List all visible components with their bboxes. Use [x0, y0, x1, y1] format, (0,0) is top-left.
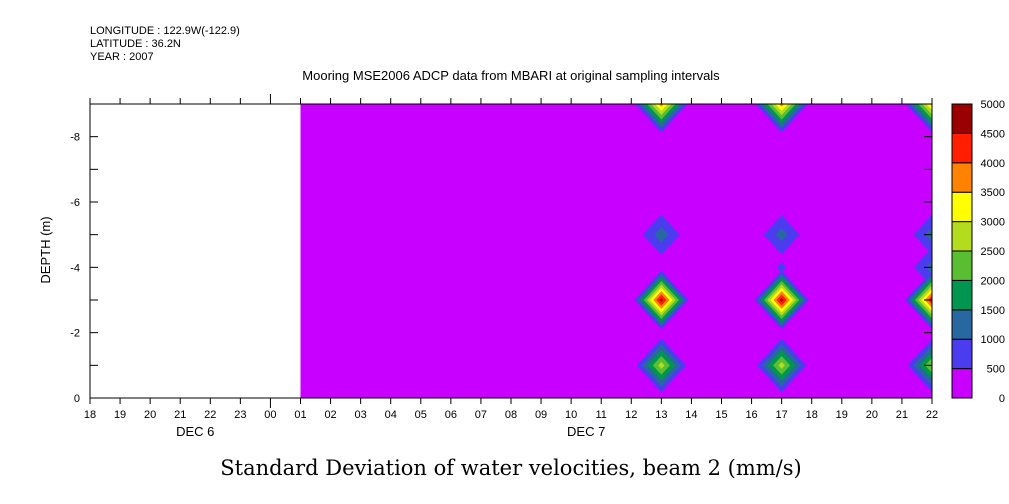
x-tick-label: 21 [896, 409, 908, 421]
x-tick-label: 19 [836, 409, 848, 421]
x-tick-label: 11 [596, 409, 607, 421]
contour-level [654, 227, 669, 243]
contour-level [775, 228, 788, 242]
x-tick-label: 07 [475, 409, 487, 421]
colorbar-label: 3000 [981, 217, 1005, 229]
x-tick-label: 16 [745, 409, 757, 421]
x-tick-label: 23 [234, 409, 246, 421]
y-axis-label: DEPTH (m) [38, 216, 53, 283]
x-tick-label: 22 [204, 409, 216, 421]
colorbar-label: 2000 [981, 275, 1005, 287]
colorbar: 0 500 1000 1500 2000 2500 3000 3500 4000 4500 5000 [951, 99, 1005, 405]
x-tick-label: 15 [715, 409, 727, 421]
contour-level [658, 361, 665, 369]
colorbar-label: 3500 [981, 187, 1005, 199]
contour-level [655, 104, 668, 111]
chart-title: Mooring MSE2006 ADCP data from MBARI at … [302, 68, 720, 83]
y-tick-label: -4 [70, 262, 80, 274]
contour-level [778, 361, 785, 369]
colorbar-swatch [951, 279, 973, 311]
x-tick-label: 04 [385, 409, 397, 421]
y-tick-label: 0 [74, 393, 80, 405]
x-tick-label: 20 [144, 409, 156, 421]
x-tick-label: 18 [84, 409, 96, 421]
colorbar-swatch [951, 221, 973, 252]
x-tick-label: 14 [685, 409, 697, 421]
colorbar-swatch [951, 132, 973, 164]
colorbar-label: 4500 [981, 128, 1005, 140]
x-tick-label: 20 [866, 409, 878, 421]
x-tick-label: 05 [415, 409, 427, 421]
x-tick-label: 17 [776, 409, 788, 421]
x-tick-label: 22 [926, 409, 938, 421]
contour-field [300, 104, 932, 398]
contour-level [913, 214, 932, 255]
x-tick-label: 10 [565, 409, 577, 421]
colorbar-swatch [951, 250, 973, 281]
colorbar-swatch [951, 338, 973, 370]
x-tick-label: 06 [445, 409, 457, 421]
data-background [300, 104, 932, 398]
contour-level [776, 261, 787, 273]
colorbar-label: 500 [987, 364, 1005, 376]
date-label: DEC 6 [176, 424, 214, 439]
y-tick-label: -8 [70, 132, 80, 144]
x-tick-label: 00 [264, 409, 276, 421]
x-tick-label: 03 [355, 409, 367, 421]
colorbar-label: 2500 [981, 246, 1005, 258]
header-year: YEAR : 2007 [90, 51, 154, 63]
colorbar-label: 1500 [981, 305, 1005, 317]
x-axis-label: Standard Deviation of water velocities, … [220, 456, 801, 480]
y-tick-label: -6 [70, 197, 80, 209]
colorbar-swatch [951, 368, 973, 399]
date-label: DEC 7 [567, 424, 605, 439]
x-tick-label: 21 [174, 409, 186, 421]
axes: 18 19 20 21 22 23 00 01 02 03 04 05 06 07 08 09 10 11 12 13… [70, 94, 938, 439]
colorbar-swatch [951, 162, 973, 193]
colorbar-label: 0 [999, 393, 1005, 405]
x-tick-label: 02 [324, 409, 336, 421]
x-tick-label: 08 [505, 409, 517, 421]
colorbar-swatch [951, 191, 973, 223]
x-tick-label: 13 [655, 409, 667, 421]
colorbar-swatch [951, 309, 973, 340]
contour-level [659, 297, 664, 303]
colorbar-label: 4000 [981, 158, 1005, 170]
x-tick-label: 01 [294, 409, 306, 421]
colorbar-swatch [951, 103, 973, 134]
colorbar-label: 1000 [981, 334, 1005, 346]
contour-level [779, 104, 785, 107]
x-tick-label: 09 [535, 409, 547, 421]
colorbar-label: 5000 [981, 99, 1005, 111]
contour-level [775, 104, 788, 111]
contour-level [779, 297, 784, 303]
contour-level [926, 104, 932, 111]
x-tick-label: 19 [114, 409, 126, 421]
contour-level [658, 104, 664, 107]
x-tick-label: 12 [625, 409, 637, 421]
header-latitude: LATITUDE : 36.2N [90, 38, 181, 50]
header-longitude: LONGITUDE : 122.9W(-122.9) [90, 25, 240, 37]
x-tick-label: 18 [806, 409, 818, 421]
y-tick-label: -2 [70, 328, 80, 340]
